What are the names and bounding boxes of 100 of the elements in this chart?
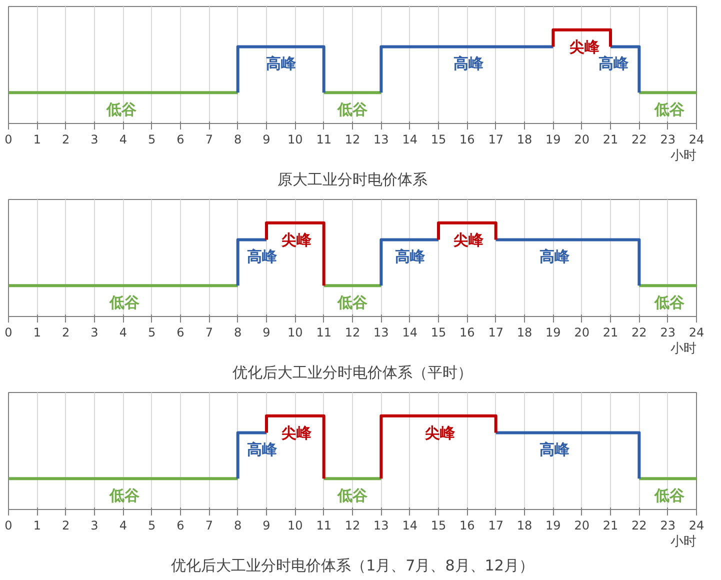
x-tick-label: 8: [234, 326, 242, 340]
x-tick-label: 3: [90, 326, 98, 340]
x-tick-label: 6: [176, 518, 184, 532]
x-tick-label: 0: [4, 518, 12, 532]
x-tick-label: 24: [688, 518, 704, 532]
x-tick-label: 19: [546, 518, 561, 532]
x-tick-label: 17: [488, 132, 504, 146]
annotation: 高峰: [266, 54, 297, 73]
annotation: 高峰: [247, 248, 278, 266]
x-tick-label: 22: [632, 132, 647, 146]
annotation: 高峰: [540, 440, 571, 459]
x-axis-title: 小时: [670, 342, 696, 356]
x-tick-label: 21: [602, 132, 618, 146]
x-tick-label: 20: [574, 518, 590, 532]
x-tick-label: 10: [288, 132, 303, 146]
x-axis-title: 小时: [670, 148, 696, 164]
x-tick-label: 1: [33, 518, 41, 532]
x-tick-label: 20: [574, 132, 590, 146]
x-tick-label: 10: [288, 326, 303, 340]
x-tick-label: 18: [516, 132, 532, 146]
annotation: 低谷: [108, 486, 141, 505]
x-tick-label: 1: [33, 326, 41, 340]
x-tick-label: 0: [4, 132, 12, 146]
x-tick-label: 13: [374, 518, 389, 532]
x-tick-label: 11: [316, 132, 332, 146]
annotation: 低谷: [336, 294, 368, 312]
x-tick-label: 7: [205, 132, 213, 146]
annotation: 尖峰: [424, 424, 456, 442]
x-axis-title: 小时: [670, 534, 696, 550]
annotation: 高峰: [247, 440, 278, 459]
x-tick-label: 12: [344, 518, 360, 532]
x-tick-label: 6: [176, 326, 184, 340]
x-tick-label: 1: [33, 132, 41, 146]
annotation: 尖峰: [568, 38, 601, 56]
x-tick-label: 21: [602, 326, 618, 340]
x-tick-label: 24: [688, 132, 704, 146]
x-tick-label: 22: [632, 326, 647, 340]
x-tick-label: 3: [90, 132, 98, 146]
text: 优化后大工业分时电价体系（1月、7月、8月、12月）: [171, 556, 534, 574]
x-tick-label: 12: [344, 132, 360, 146]
annotation: 尖峰: [452, 230, 485, 249]
x-tick-label: 6: [176, 132, 184, 146]
x-tick-label: 16: [460, 326, 475, 340]
annotation: 高峰: [540, 248, 571, 266]
annotation: 尖峰: [280, 424, 313, 442]
x-tick-label: 24: [688, 326, 704, 340]
x-tick-label: 23: [660, 518, 676, 532]
x-tick-label: 2: [62, 326, 70, 340]
x-tick-label: 19: [546, 326, 561, 340]
annotation: 低谷: [336, 486, 368, 505]
annotation: 高峰: [394, 248, 426, 266]
text: 优化后大工业分时电价体系（平时）: [232, 364, 472, 382]
x-tick-label: 23: [660, 132, 676, 146]
x-tick-label: 23: [660, 326, 676, 340]
annotation: 尖峰: [280, 230, 313, 249]
annotation: 低谷: [106, 100, 138, 119]
x-tick-label: 11: [316, 326, 332, 340]
x-tick-label: 2: [62, 518, 70, 532]
x-tick-label: 2: [62, 132, 70, 146]
x-tick-label: 4: [119, 326, 127, 340]
x-tick-label: 5: [148, 132, 156, 146]
x-tick-label: 22: [632, 518, 647, 532]
text: 原大工业分时电价体系: [278, 170, 428, 188]
annotation: 低谷: [653, 486, 686, 505]
annotation: 高峰: [454, 54, 485, 73]
x-tick-label: 8: [234, 518, 242, 532]
x-tick-label: 14: [402, 326, 418, 340]
x-tick-label: 5: [148, 326, 156, 340]
x-tick-label: 14: [402, 132, 418, 146]
x-tick-label: 15: [430, 132, 446, 146]
x-tick-label: 15: [430, 326, 446, 340]
x-tick-label: 17: [488, 326, 504, 340]
x-tick-label: 10: [288, 518, 303, 532]
x-tick-label: 21: [602, 518, 618, 532]
x-tick-label: 19: [546, 132, 561, 146]
x-tick-label: 4: [119, 518, 127, 532]
x-tick-label: 14: [402, 518, 418, 532]
x-tick-label: 13: [374, 132, 389, 146]
annotation: 高峰: [598, 54, 630, 73]
x-tick-label: 9: [262, 518, 270, 532]
x-tick-label: 18: [516, 326, 532, 340]
x-tick-label: 5: [148, 518, 156, 532]
x-tick-label: 0: [4, 326, 12, 340]
x-tick-label: 8: [234, 132, 242, 146]
x-tick-label: 15: [430, 518, 446, 532]
x-tick-label: 7: [205, 518, 213, 532]
x-tick-label: 13: [374, 326, 389, 340]
x-tick-label: 7: [205, 326, 213, 340]
x-tick-label: 12: [344, 326, 360, 340]
annotation: 低谷: [108, 294, 141, 312]
x-tick-label: 11: [316, 518, 332, 532]
x-tick-label: 3: [90, 518, 98, 532]
annotation: 低谷: [336, 100, 368, 119]
x-tick-label: 18: [516, 518, 532, 532]
annotation: 低谷: [653, 294, 686, 312]
x-tick-label: 4: [119, 132, 127, 146]
x-tick-label: 17: [488, 518, 504, 532]
annotation: 低谷: [653, 100, 686, 119]
x-tick-label: 9: [262, 326, 270, 340]
x-tick-label: 16: [460, 132, 475, 146]
